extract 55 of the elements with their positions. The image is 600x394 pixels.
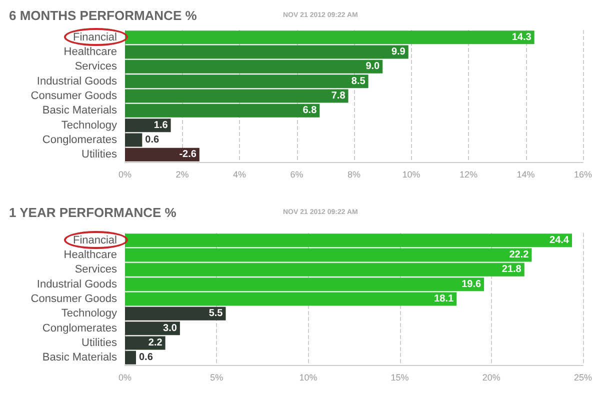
- y-tick-label: Services: [74, 264, 118, 276]
- y-tick-label: Consumer Goods: [30, 293, 118, 305]
- data-label: 24.4: [550, 234, 570, 246]
- data-label: 9.9: [391, 46, 406, 58]
- x-tick-label: 10%: [402, 170, 420, 180]
- x-tick-label: 12%: [459, 170, 478, 180]
- data-label: 0.6: [138, 352, 154, 364]
- bar: [125, 30, 534, 44]
- y-tick-label: Healthcare: [64, 249, 117, 261]
- data-label: 18.1: [434, 294, 454, 304]
- data-label: 19.6: [462, 278, 482, 290]
- data-label: 3.0: [163, 322, 178, 334]
- x-tick-label: 25%: [574, 372, 592, 382]
- y-tick-label: Conglomerates: [42, 134, 118, 146]
- data-label: 22.2: [509, 250, 530, 260]
- x-tick-label: 15%: [390, 372, 409, 382]
- x-tick-label: 6%: [290, 170, 304, 180]
- x-tick-label: 10%: [299, 372, 318, 382]
- x-tick-label: 4%: [232, 170, 246, 180]
- bar: [125, 148, 200, 162]
- data-label: 21.8: [502, 264, 522, 276]
- y-tick-label: Industrial Goods: [36, 278, 118, 290]
- x-tick-label: 5%: [210, 372, 224, 382]
- data-label: 7.8: [331, 90, 346, 102]
- y-tick-label: Financial: [72, 234, 117, 246]
- data-label: -2.6: [179, 149, 197, 160]
- y-tick-label: Services: [74, 60, 118, 73]
- y-tick-label: Financial: [72, 31, 117, 44]
- y-tick-label: Basic Materials: [42, 352, 118, 364]
- y-tick-label: Basic Materials: [42, 104, 118, 117]
- y-tick-label: Technology: [61, 119, 118, 132]
- data-label: 9.0: [366, 61, 380, 72]
- x-tick-label: 8%: [347, 170, 361, 180]
- y-tick-label: Industrial Goods: [36, 75, 118, 88]
- data-label: 8.5: [351, 76, 366, 87]
- x-tick-label: 2%: [176, 170, 189, 180]
- data-label: 14.3: [512, 32, 532, 43]
- y-tick-label: Technology: [61, 308, 118, 320]
- data-label: 1.6: [154, 120, 168, 131]
- y-tick-label: Healthcare: [64, 46, 117, 58]
- x-tick-label: 20%: [482, 372, 500, 382]
- y-tick-label: Utilities: [82, 337, 118, 349]
- x-tick-label: 0%: [118, 170, 132, 180]
- chart-title: 1 YEAR PERFORMANCE %: [9, 205, 177, 220]
- y-tick-label: Utilities: [82, 148, 118, 161]
- x-tick-label: 14%: [516, 170, 535, 180]
- x-tick-label: 16%: [574, 170, 592, 180]
- data-label: 5.5: [208, 308, 224, 320]
- x-tick-label: 0%: [118, 372, 132, 382]
- data-label: 0.6: [145, 134, 160, 146]
- data-label: 2.2: [148, 338, 163, 348]
- chart-title: 6 MONTHS PERFORMANCE %: [9, 8, 198, 23]
- y-tick-label: Conglomerates: [42, 322, 118, 334]
- data-label: 6.8: [302, 105, 318, 116]
- y-tick-label: Consumer Goods: [30, 90, 118, 102]
